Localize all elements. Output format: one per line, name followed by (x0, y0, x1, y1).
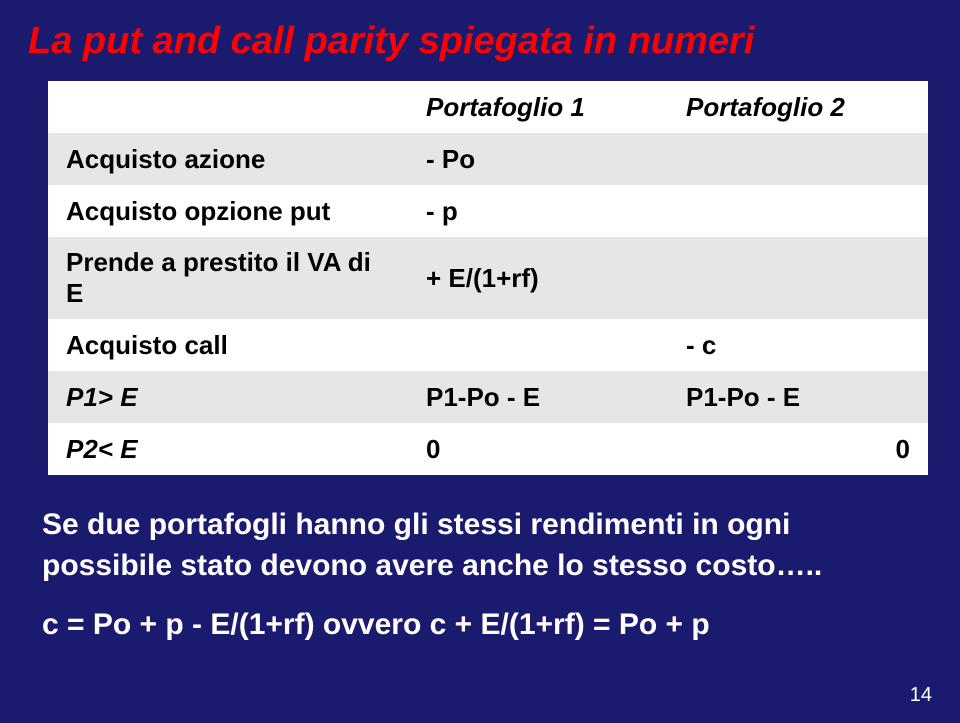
row-label: Acquisto opzione put (48, 185, 408, 237)
row-val2 (668, 185, 928, 237)
row-label: Acquisto azione (48, 133, 408, 185)
table-row: Acquisto opzione put - p (48, 185, 928, 237)
table-row: Acquisto azione - Po (48, 133, 928, 185)
row-val2: - c (668, 319, 928, 371)
row-val2 (668, 133, 928, 185)
summary-text: Se due portafogli hanno gli stessi rendi… (42, 505, 922, 586)
formula-text: c = Po + p - E/(1+rf) ovvero c + E/(1+rf… (42, 608, 932, 642)
table-header-row: Portafoglio 1 Portafoglio 2 (48, 81, 928, 133)
hdr-col2: Portafoglio 1 (408, 81, 668, 133)
table-row: P2< E 0 0 (48, 423, 928, 475)
row-val1: + E/(1+rf) (408, 237, 668, 319)
table-row: P1> E P1-Po - E P1-Po - E (48, 371, 928, 423)
hdr-col1 (48, 81, 408, 133)
page-number: 14 (910, 684, 932, 707)
row-label: Acquisto call (48, 319, 408, 371)
row-label: Prende a prestito il VA di E (48, 237, 408, 319)
table-row: Prende a prestito il VA di E + E/(1+rf) (48, 237, 928, 319)
row-val1: - p (408, 185, 668, 237)
parity-table: Portafoglio 1 Portafoglio 2 Acquisto azi… (48, 81, 928, 475)
row-label: P1> E (48, 371, 408, 423)
row-val1 (408, 319, 668, 371)
row-val2: P1-Po - E (668, 371, 928, 423)
row-val1: 0 (408, 423, 668, 475)
slide-title: La put and call parity spiegata in numer… (28, 20, 932, 63)
table-row: Acquisto call - c (48, 319, 928, 371)
row-label: P2< E (48, 423, 408, 475)
hdr-col3: Portafoglio 2 (668, 81, 928, 133)
row-val1: - Po (408, 133, 668, 185)
row-val2: 0 (668, 423, 928, 475)
row-val1: P1-Po - E (408, 371, 668, 423)
row-val2 (668, 237, 928, 319)
